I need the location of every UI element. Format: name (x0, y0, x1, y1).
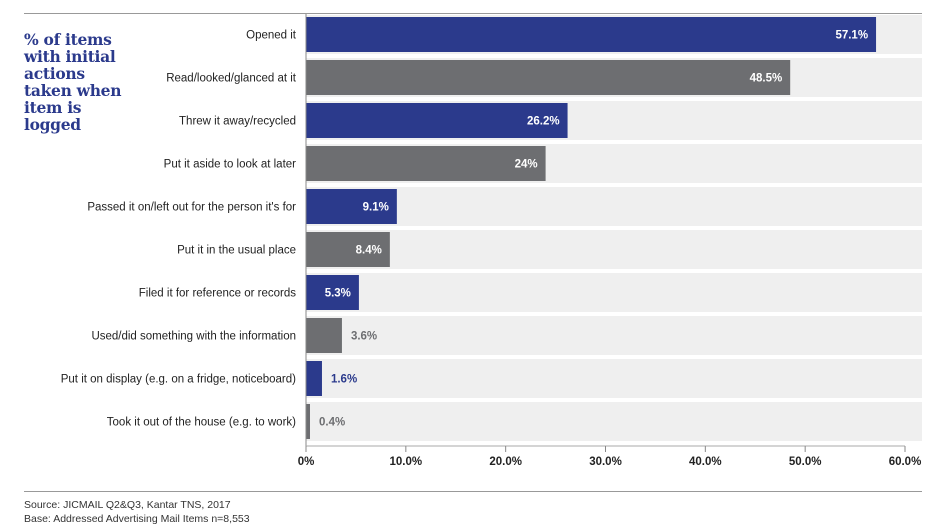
row-background (306, 230, 922, 269)
chart-title: % of items with initial actions taken wh… (24, 30, 122, 134)
bar (306, 103, 568, 138)
category-label: Used/did something with the information (91, 331, 296, 343)
data-label: 57.1% (835, 30, 868, 42)
row-background (306, 359, 922, 398)
data-label: 24% (515, 159, 538, 171)
data-label: 3.6% (351, 331, 377, 343)
x-tick-label: 30.0% (589, 456, 622, 468)
category-label: Threw it away/recycled (179, 116, 296, 128)
data-label: 5.3% (325, 288, 351, 300)
data-label: 0.4% (319, 417, 345, 429)
data-label: 48.5% (750, 73, 783, 85)
x-tick-label: 10.0% (390, 456, 423, 468)
category-label: Opened it (246, 30, 297, 42)
bar-chart: Opened it 57.1% Read/looked/glanced at it 4… (61, 14, 922, 468)
x-tick-label: 0% (298, 456, 315, 468)
bar (306, 60, 791, 95)
x-tick-label: 40.0% (689, 456, 722, 468)
category-label: Took it out of the house (e.g. to work) (107, 417, 296, 429)
bar (306, 318, 342, 353)
bar (306, 361, 322, 396)
bar (306, 189, 397, 224)
top-rule (24, 13, 922, 14)
row-background (306, 187, 922, 226)
category-label: Filed it for reference or records (139, 288, 296, 300)
category-label: Read/looked/glanced at it (166, 73, 297, 85)
bar (306, 17, 877, 52)
row-background (306, 402, 922, 441)
bar (306, 404, 310, 439)
category-label: Put it in the usual place (177, 245, 296, 257)
category-label: Put it on display (e.g. on a fridge, not… (61, 374, 296, 386)
bottom-rule (24, 491, 922, 492)
category-label: Passed it on/left out for the person it'… (87, 202, 296, 214)
bar (306, 146, 546, 181)
x-tick-label: 50.0% (789, 456, 822, 468)
row-background (306, 316, 922, 355)
data-label: 9.1% (363, 202, 389, 214)
source-note: Source: JICMAIL Q2&Q3, Kantar TNS, 2017 (24, 499, 231, 511)
category-label: Put it aside to look at later (164, 159, 296, 171)
row-background (306, 273, 922, 312)
x-tick-label: 20.0% (489, 456, 522, 468)
data-label: 26.2% (527, 116, 560, 128)
bar (306, 232, 390, 267)
base-note: Base: Addressed Advertising Mail Items n… (24, 513, 250, 525)
data-label: 1.6% (331, 374, 357, 386)
data-label: 8.4% (356, 245, 382, 257)
x-tick-label: 60.0% (889, 456, 922, 468)
bar (306, 275, 359, 310)
